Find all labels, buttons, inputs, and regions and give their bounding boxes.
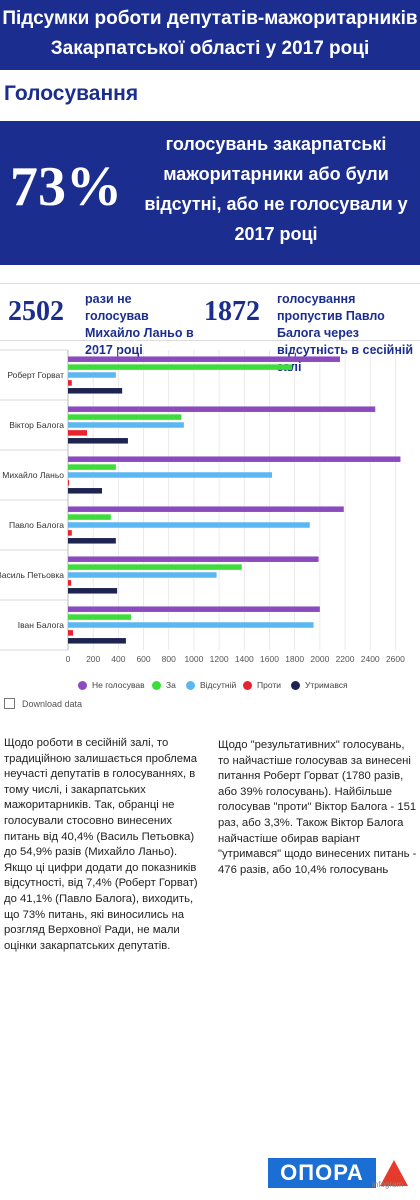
download-icon	[4, 698, 15, 709]
bar	[68, 488, 102, 494]
separator-line	[0, 283, 420, 284]
opora-logo: ОПОРА	[268, 1158, 376, 1188]
x-tick-label: 1600	[260, 654, 279, 664]
stat-text-1: рази не голосував Михайло Ланьо в 2017 р…	[85, 292, 194, 357]
bar	[68, 564, 242, 570]
bar	[68, 580, 72, 586]
legend-dot	[78, 680, 87, 690]
legend-label: Утримався	[305, 680, 348, 690]
bar	[68, 456, 401, 462]
x-tick-label: 1000	[184, 654, 203, 664]
bar	[68, 422, 184, 428]
legend-label: За	[166, 680, 176, 690]
x-tick-label: 2400	[361, 654, 380, 664]
bar	[68, 588, 118, 594]
infogram-credit: infogram	[372, 1180, 404, 1189]
bar	[68, 388, 123, 394]
stat-number-1: 2502	[8, 296, 64, 327]
stat-number-2: 1872	[204, 296, 260, 327]
bar	[68, 614, 131, 620]
highlight-text: голосувань закарпатські мажоритарники аб…	[144, 134, 408, 244]
bar	[68, 372, 116, 378]
x-tick-label: 0	[66, 654, 71, 664]
x-tick-label: 1400	[235, 654, 254, 664]
bar	[68, 438, 128, 444]
bar	[68, 538, 116, 544]
paragraph-left: Щодо роботи в сесійній залі, то традицій…	[4, 737, 198, 952]
bar	[68, 514, 111, 520]
bar-chart: 0 200 400 600 800 1000 1200 1400 1600 1800 2000 220…	[0, 349, 405, 664]
legend-item: Відсутній	[186, 680, 236, 690]
bar	[68, 506, 344, 512]
x-tick-label: 400	[111, 654, 125, 664]
category-label: Віктор Балога	[9, 420, 64, 430]
bar	[68, 472, 272, 478]
bar	[68, 522, 310, 528]
bar	[68, 630, 74, 636]
bar	[68, 430, 88, 436]
bar	[68, 480, 69, 486]
highlight-percent: 73%	[10, 156, 122, 218]
highlight-box: 73% голосувань закарпатські мажоритарник…	[0, 121, 420, 265]
x-tick-label: 200	[86, 654, 100, 664]
opora-logo-triangle-icon	[380, 1160, 408, 1186]
download-data-link[interactable]: Download data	[4, 698, 82, 709]
bar	[68, 638, 126, 644]
separator-line	[0, 340, 420, 341]
x-tick-label: 1200	[210, 654, 229, 664]
category-label: Іван Балога	[18, 620, 65, 630]
x-tick-label: 2600	[386, 654, 405, 664]
bar	[68, 606, 320, 612]
bar	[68, 380, 72, 386]
x-tick-label: 2000	[310, 654, 329, 664]
x-tick-label: 2200	[336, 654, 355, 664]
section-title: Голосування	[4, 82, 139, 105]
x-tick-label: 800	[162, 654, 176, 664]
legend-label: Проти	[257, 680, 282, 690]
paragraph-right: Щодо "результативних" голосувань, то най…	[218, 739, 417, 876]
bar	[68, 556, 319, 562]
x-tick-label: 600	[136, 654, 150, 664]
legend-label: Відсутній	[200, 680, 237, 690]
category-label: Василь Петьовка	[0, 570, 64, 580]
bar	[68, 364, 293, 370]
legend-dot	[186, 680, 195, 690]
legend-dot	[152, 680, 161, 690]
bar	[68, 572, 217, 578]
legend-item: Утримався	[291, 680, 348, 690]
bar	[68, 622, 314, 628]
category-label: Михайло Ланьо	[2, 470, 64, 480]
bar	[68, 464, 116, 470]
category-label: Павло Балога	[9, 520, 64, 530]
category-label: Роберт Горват	[7, 370, 64, 380]
download-label: Download data	[22, 698, 83, 709]
legend-label: Не голосував	[92, 680, 145, 690]
header-banner: Підсумки роботи депутатів-мажоритарників…	[0, 0, 420, 70]
bar	[68, 530, 72, 536]
bar	[68, 356, 340, 362]
header-title-line1: Підсумки роботи депутатів-мажоритарників	[2, 8, 418, 29]
x-tick-label: 1800	[285, 654, 304, 664]
legend-item: Проти	[243, 680, 281, 690]
bar	[68, 406, 376, 412]
legend-dot	[291, 680, 300, 690]
legend-dot	[243, 680, 252, 690]
legend-item: Не голосував	[78, 680, 145, 690]
legend-item: За	[152, 680, 176, 690]
bar	[68, 414, 182, 420]
header-title-line2: Закарпатської області у 2017 році	[50, 38, 370, 59]
